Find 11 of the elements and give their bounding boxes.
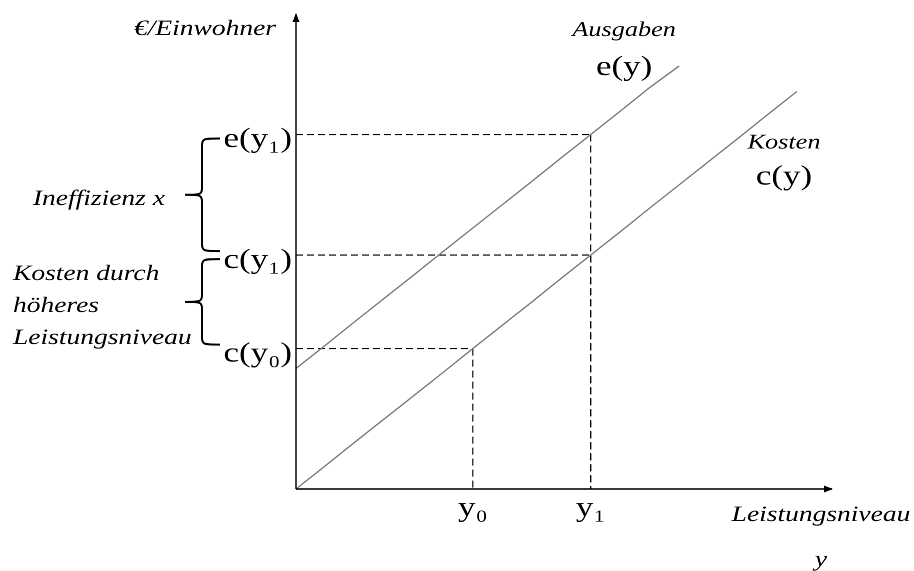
- series-label: Kosten c(y): [746, 130, 820, 191]
- annotation: e(y₁): [223, 122, 292, 153]
- x-tick-label: y₀: [458, 491, 488, 522]
- series-label: Ausgaben e(y): [570, 18, 676, 82]
- text: Kosten durch höheres Leistungsniveau: [12, 261, 192, 350]
- x-axis-title: Leistungsniveau y: [730, 502, 910, 571]
- text: Ineffizienz x: [32, 186, 165, 210]
- y-axis-title: €/Einwohner: [134, 16, 276, 40]
- x-tick-label: y₁: [576, 491, 606, 522]
- annotation: c(y₀): [223, 336, 292, 368]
- annotation: c(y₁): [223, 242, 292, 274]
